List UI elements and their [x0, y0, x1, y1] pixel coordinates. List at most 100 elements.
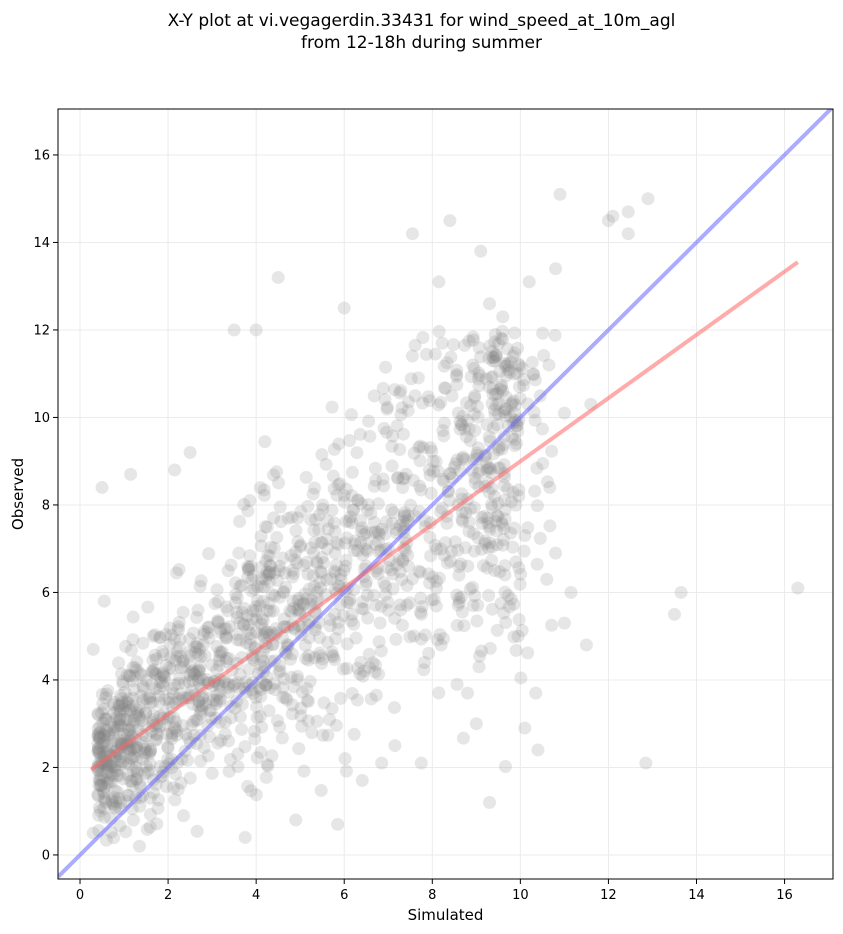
scatter-point — [107, 720, 121, 734]
scatter-point — [230, 633, 244, 647]
scatter-point — [168, 463, 182, 477]
scatter-point — [451, 406, 465, 420]
scatter-point — [506, 394, 520, 408]
scatter-point — [230, 627, 244, 641]
scatter-point — [188, 640, 202, 654]
scatter-point — [143, 691, 157, 705]
scatter-point — [270, 714, 284, 728]
scatter-point — [127, 749, 141, 763]
scatter-point — [128, 661, 142, 675]
scatter-point — [159, 780, 173, 794]
scatter-point — [116, 677, 130, 691]
scatter-point — [404, 372, 418, 386]
scatter-point — [291, 602, 305, 616]
scatter-point — [381, 595, 395, 609]
scatter-point — [480, 461, 494, 475]
scatter-point — [249, 323, 263, 337]
scatter-point — [492, 407, 506, 421]
scatter-point — [483, 795, 497, 809]
scatter-point — [310, 556, 324, 570]
scatter-point — [497, 458, 511, 472]
scatter-point — [93, 730, 107, 744]
scatter-point — [93, 725, 107, 739]
scatter-point — [321, 522, 335, 536]
scatter-point — [127, 713, 141, 727]
scatter-point — [478, 449, 492, 463]
scatter-point — [389, 632, 403, 646]
scatter-point — [107, 706, 121, 720]
scatter-point — [360, 544, 374, 558]
scatter-point — [369, 473, 383, 487]
scatter-point — [161, 740, 175, 754]
scatter-point — [462, 515, 476, 529]
scatter-point — [238, 681, 252, 695]
scatter-point — [239, 636, 253, 650]
x-axis-label: Simulated — [408, 906, 484, 924]
scatter-point — [414, 605, 428, 619]
scatter-point — [307, 546, 321, 560]
scatter-point — [498, 357, 512, 371]
scatter-point — [486, 350, 500, 364]
scatter-point — [411, 371, 425, 385]
scatter-point — [430, 574, 444, 588]
scatter-point — [253, 481, 267, 495]
scatter-point — [258, 626, 272, 640]
scatter-point — [485, 540, 499, 554]
scatter-point — [195, 691, 209, 705]
scatter-point — [107, 695, 121, 709]
scatter-point — [172, 562, 186, 576]
scatter-point — [127, 682, 141, 696]
scatter-point — [213, 694, 227, 708]
scatter-point — [327, 442, 341, 456]
scatter-point — [132, 709, 146, 723]
scatter-point — [413, 439, 427, 453]
scatter-point — [467, 527, 481, 541]
scatter-point — [244, 559, 258, 573]
scatter-point — [291, 669, 305, 683]
scatter-point — [91, 729, 105, 743]
scatter-point — [261, 603, 275, 617]
scatter-point — [448, 457, 462, 471]
scatter-point — [509, 437, 523, 451]
scatter-point — [486, 354, 500, 368]
scatter-point — [156, 769, 170, 783]
scatter-point — [125, 774, 139, 788]
scatter-point — [297, 558, 311, 572]
scatter-point — [414, 632, 428, 646]
scatter-point — [148, 628, 162, 642]
scatter-point — [360, 537, 374, 551]
scatter-point — [424, 441, 438, 455]
scatter-point — [485, 344, 499, 358]
x-tick-label: 4 — [252, 888, 260, 903]
scatter-point — [95, 778, 109, 792]
scatter-point — [103, 759, 117, 773]
scatter-point — [337, 301, 351, 315]
scatter-point — [303, 674, 317, 688]
scatter-point — [124, 643, 138, 657]
scatter-point — [273, 590, 287, 604]
scatter-point — [302, 631, 316, 645]
scatter-point — [325, 648, 339, 662]
scatter-point — [146, 786, 160, 800]
scatter-point — [414, 565, 428, 579]
scatter-point — [192, 664, 206, 678]
scatter-point — [456, 450, 470, 464]
scatter-point — [331, 817, 345, 831]
scatter-point — [442, 467, 456, 481]
scatter-point — [93, 804, 107, 818]
scatter-point — [153, 630, 167, 644]
scatter-point — [118, 685, 132, 699]
scatter-point — [237, 617, 251, 631]
scatter-point — [431, 633, 445, 647]
scatter-point — [178, 676, 192, 690]
scatter-point — [291, 511, 305, 525]
scatter-point — [251, 580, 265, 594]
scatter-point — [159, 628, 173, 642]
scatter-point — [453, 414, 467, 428]
scatter-point — [231, 747, 245, 761]
scatter-point — [376, 472, 390, 486]
scatter-point — [170, 649, 184, 663]
scatter-point — [422, 646, 436, 660]
scatter-point — [487, 351, 501, 365]
